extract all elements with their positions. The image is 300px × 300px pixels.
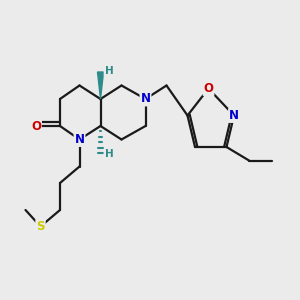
Text: H: H — [104, 149, 113, 160]
Text: N: N — [74, 133, 85, 146]
Text: O: O — [203, 82, 214, 95]
Polygon shape — [98, 72, 103, 99]
Text: N: N — [140, 92, 151, 106]
Text: N: N — [229, 109, 239, 122]
Text: H: H — [104, 65, 113, 76]
Text: O: O — [31, 119, 41, 133]
Text: S: S — [36, 220, 45, 233]
